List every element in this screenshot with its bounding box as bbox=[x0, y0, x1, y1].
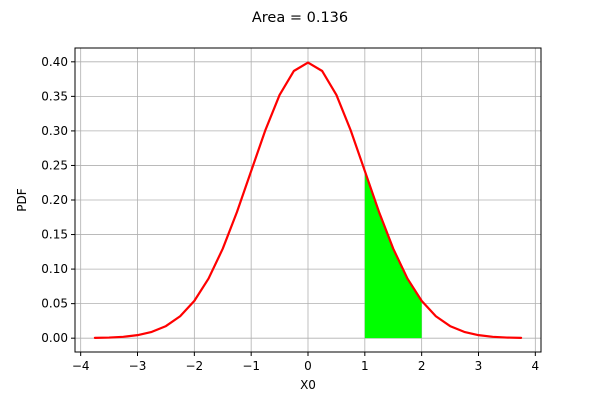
x-tick-label: −2 bbox=[185, 359, 203, 373]
chart-title: Area = 0.136 bbox=[252, 10, 348, 26]
x-tick-label: −1 bbox=[242, 359, 260, 373]
grid-lines bbox=[75, 48, 541, 352]
x-tick-label: 0 bbox=[304, 359, 312, 373]
y-tick-label: 0.35 bbox=[41, 89, 68, 103]
pdf-curve bbox=[93, 61, 523, 340]
x-tick-label: −3 bbox=[129, 359, 147, 373]
x-tick-label: 1 bbox=[361, 359, 369, 373]
y-tick-label: 0.20 bbox=[41, 193, 68, 207]
x-tick-label: −4 bbox=[72, 359, 90, 373]
x-tick-label: 3 bbox=[475, 359, 483, 373]
y-tick-label: 0.05 bbox=[41, 297, 68, 311]
y-tick-label: 0.40 bbox=[41, 55, 68, 69]
y-tick-label: 0.00 bbox=[41, 331, 68, 345]
y-tick-label: 0.15 bbox=[41, 228, 68, 242]
y-axis-label: PDF bbox=[15, 188, 29, 211]
y-tick-label: 0.25 bbox=[41, 158, 68, 172]
tick-layer: −4 −3 −2 −1 0 1 2 3 4 0.00 0.05 0.10 0.15 0.20 0.25 0.3… bbox=[41, 55, 539, 373]
y-tick-label: 0.10 bbox=[41, 262, 68, 276]
x-tick-label: 4 bbox=[531, 359, 539, 373]
x-axis-label: X0 bbox=[300, 378, 316, 392]
y-tick-label: 0.30 bbox=[41, 124, 68, 138]
pdf-line-layer bbox=[93, 61, 523, 340]
x-tick-label: 2 bbox=[418, 359, 426, 373]
